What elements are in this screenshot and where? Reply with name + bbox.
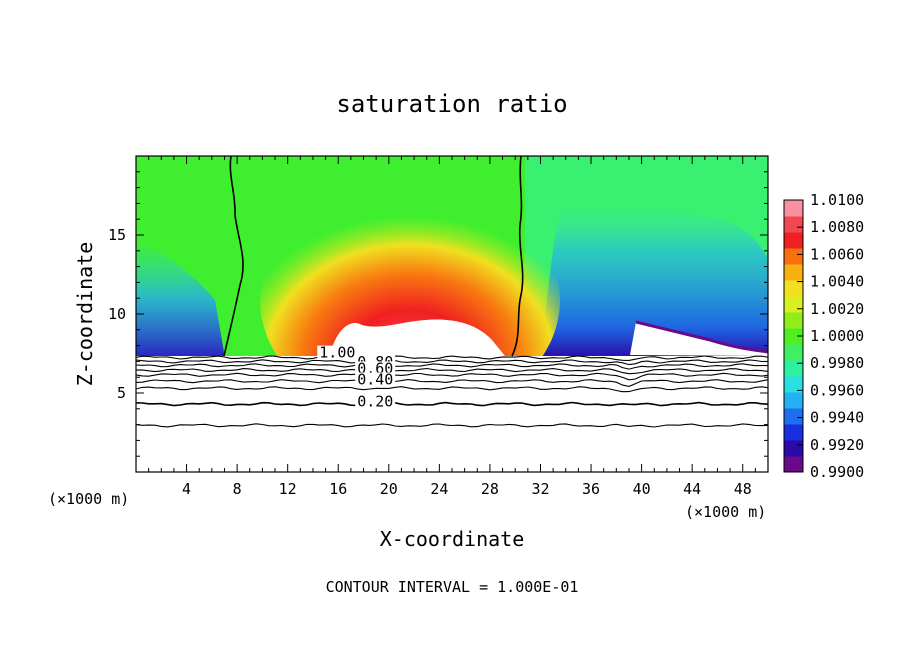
colorbar-swatch	[784, 456, 803, 473]
colorbar-label: 1.0040	[810, 273, 864, 291]
colorbar-swatch	[784, 440, 803, 457]
x-tick-label: 4	[182, 480, 191, 498]
x-tick-label: 8	[233, 480, 242, 498]
contour-line	[136, 367, 768, 375]
contour-line	[136, 379, 768, 387]
y-tick-label: 15	[108, 226, 126, 244]
contour-label-bg	[355, 394, 396, 408]
x-axis: 4 8 12 16 20 24 28 32 36 40 44 48	[148, 156, 756, 498]
contour-lines	[136, 355, 768, 428]
contour-interval-note: CONTOUR INTERVAL = 1.000E-01	[326, 578, 579, 596]
contour-label: 0.40	[357, 371, 393, 389]
y-axis-label: Z-coordinate	[73, 242, 97, 387]
colorbar-label: 1.0060	[810, 245, 864, 263]
colorbar-swatch	[784, 216, 803, 233]
x-tick-label: 12	[279, 480, 297, 498]
x-unit-right: (×1000 m)	[685, 503, 766, 521]
contour-label: 0.20	[357, 393, 393, 411]
colorbar-label: 1.0020	[810, 300, 864, 318]
x-tick-label: 28	[481, 480, 499, 498]
colorbar-swatch	[784, 360, 803, 377]
colorbar-label: 0.9920	[810, 436, 864, 454]
colorbar-swatch	[784, 328, 803, 345]
colorbar-swatch	[784, 424, 803, 441]
contour-labels: 1.000.800.600.400.20	[317, 344, 396, 411]
colorbar-swatch	[784, 376, 803, 393]
colorbar-swatch	[784, 344, 803, 361]
cloud-boundary-left	[223, 156, 244, 357]
colorbar-swatch	[784, 232, 803, 249]
x-axis-label: X-coordinate	[380, 527, 525, 551]
field-purple-edge-right	[635, 320, 768, 354]
contour-line	[136, 423, 768, 428]
x-unit-left: (×1000 m)	[48, 490, 129, 508]
contour-line	[136, 359, 768, 366]
contour-line	[136, 401, 768, 407]
y-tick-label: 10	[108, 305, 126, 323]
field-lower-region	[136, 356, 768, 472]
colorbar-label: 0.9980	[810, 354, 864, 372]
y-axis: 5 10 15	[108, 171, 768, 457]
x-tick-label: 16	[329, 480, 347, 498]
colorbar-swatch	[784, 392, 803, 409]
colorbar-swatch	[784, 200, 803, 217]
field-left-blue-region	[136, 240, 225, 358]
contour-line	[136, 363, 768, 370]
contour-line	[136, 372, 768, 381]
colorbar-swatch	[784, 408, 803, 425]
contour-line	[136, 386, 768, 393]
x-tick-label: 40	[633, 480, 651, 498]
colorbar-swatch	[784, 264, 803, 281]
colorbar-label: 0.9900	[810, 463, 864, 481]
colorbar-label: 1.0000	[810, 327, 864, 345]
colorbar-swatch	[784, 280, 803, 297]
x-tick-label: 20	[380, 480, 398, 498]
field-white-patch-center	[330, 319, 505, 356]
y-tick-label: 5	[117, 384, 126, 402]
heatmap-field	[136, 156, 768, 472]
field-right-blue-region	[540, 204, 768, 358]
chart-title: saturation ratio	[336, 90, 567, 118]
colorbar: 1.0100 1.0080 1.0060 1.0040 1.0020 1.0000 0.99…	[783, 191, 864, 481]
x-tick-label: 44	[683, 480, 701, 498]
contour-label: 1.00	[319, 344, 355, 362]
colorbar-label: 0.9960	[810, 381, 864, 399]
contour-label-bg	[355, 361, 396, 375]
colorbar-swatch	[784, 312, 803, 329]
x-tick-label: 48	[734, 480, 752, 498]
contour-label-bg	[317, 345, 358, 359]
x-tick-label: 24	[430, 480, 448, 498]
x-tick-label: 32	[531, 480, 549, 498]
colorbar-label: 0.9940	[810, 409, 864, 427]
contour-label-bg	[355, 372, 396, 386]
x-tick-label: 36	[582, 480, 600, 498]
colorbar-swatch	[784, 296, 803, 313]
colorbar-label: 1.0080	[810, 218, 864, 236]
contour-line	[136, 355, 768, 361]
colorbar-label: 1.0100	[810, 191, 864, 209]
cloud-boundary-right	[511, 156, 524, 357]
colorbar-swatch	[784, 248, 803, 265]
